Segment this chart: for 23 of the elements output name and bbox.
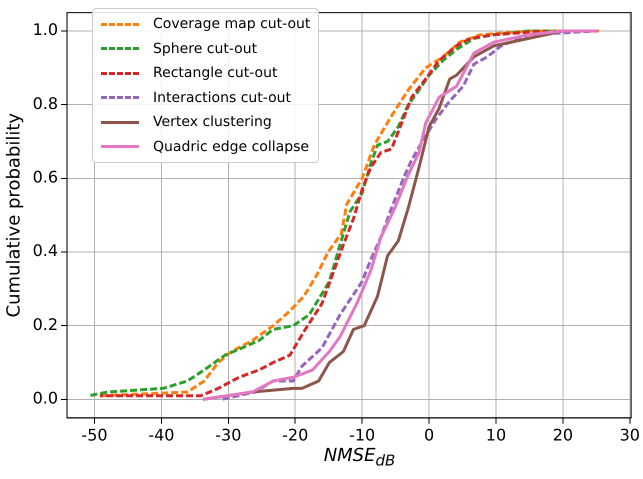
x-tick-label: -30 <box>215 426 242 445</box>
x-tick-label: 20 <box>552 426 574 445</box>
y-tick-label: 0.4 <box>32 241 58 260</box>
x-tick-label: -20 <box>282 426 308 445</box>
legend-label: Sphere cut-out <box>153 40 258 57</box>
y-tick-label: 0.8 <box>32 94 58 113</box>
legend-label: Coverage map cut-out <box>153 16 310 32</box>
legend-label: Quadric edge collapse <box>153 138 310 155</box>
x-tick-label: 10 <box>486 426 506 445</box>
y-tick-label: 0.6 <box>32 168 58 187</box>
y-tick-label: 0.2 <box>32 314 58 334</box>
x-axis-title: NMSE$_{dB}$ <box>322 445 396 470</box>
x-tick-label: -40 <box>148 426 174 445</box>
y-tick-label: 1.0 <box>32 20 58 40</box>
legend-label: Rectangle cut-out <box>153 65 278 82</box>
y-tick-label: 0.0 <box>32 388 58 408</box>
x-tick-label: -50 <box>81 426 108 445</box>
legend-label: Vertex clustering <box>153 114 272 130</box>
y-axis-title: Cumulative probability <box>3 112 24 318</box>
x-tick-label: -10 <box>349 426 376 445</box>
x-tick-label: 0 <box>424 426 434 445</box>
legend-label: Interactions cut-out <box>153 90 291 106</box>
x-tick-label: 30 <box>620 426 640 445</box>
